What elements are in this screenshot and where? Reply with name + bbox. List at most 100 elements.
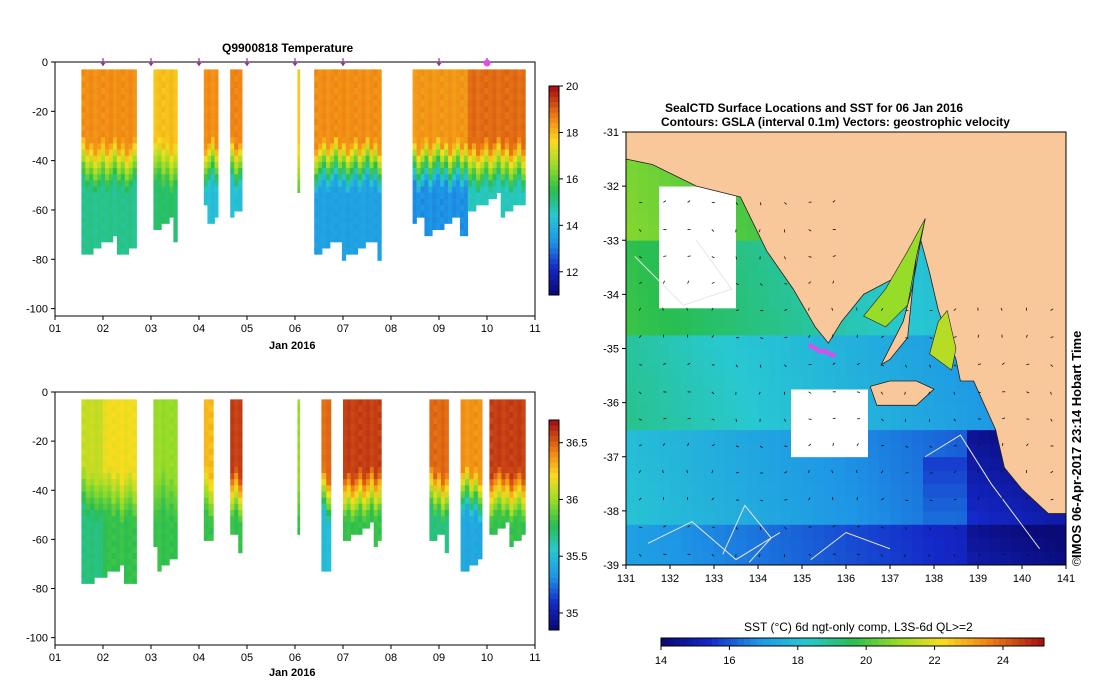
data-cell	[448, 69, 453, 76]
sst-cell	[835, 375, 847, 390]
data-cell	[369, 161, 374, 169]
velocity-vector	[638, 335, 642, 338]
sst-cell	[835, 429, 847, 444]
data-cell	[357, 106, 362, 113]
velocity-vector	[639, 418, 643, 421]
data-cell	[234, 411, 239, 419]
data-cell	[420, 211, 425, 218]
sst-cell	[802, 362, 814, 376]
data-cell	[500, 118, 506, 126]
data-cell	[505, 460, 510, 468]
data-cell	[420, 118, 425, 126]
data-cell	[346, 448, 351, 455]
data-cell	[107, 436, 112, 443]
data-cell	[521, 100, 526, 107]
data-cell	[330, 211, 335, 218]
velocity-vector	[953, 336, 957, 339]
data-cell	[373, 217, 378, 224]
data-cell	[120, 198, 126, 206]
data-cell	[343, 448, 348, 455]
data-cell	[161, 466, 166, 474]
sst-cell	[637, 186, 649, 201]
data-cell	[480, 149, 485, 157]
data-cell	[508, 118, 514, 126]
data-cell	[476, 112, 481, 120]
data-cell	[90, 503, 95, 511]
sst-cell	[692, 497, 704, 512]
velocity-vector	[1050, 554, 1052, 558]
data-cell	[337, 155, 343, 163]
data-cell	[128, 399, 133, 406]
data-cell	[492, 168, 497, 175]
data-cell	[500, 112, 506, 120]
data-cell	[97, 205, 102, 212]
data-cell	[341, 69, 347, 76]
data-cell	[513, 131, 518, 138]
data-cell	[128, 192, 133, 200]
data-cell	[333, 143, 339, 150]
data-cell	[497, 442, 502, 449]
data-cell	[509, 503, 514, 511]
data-cell	[297, 528, 301, 535]
data-cell	[362, 491, 367, 498]
data-cell	[297, 473, 301, 480]
sst-cell	[659, 551, 671, 566]
data-cell	[369, 223, 374, 230]
data-cell	[107, 448, 112, 455]
data-cell	[350, 448, 355, 455]
data-cell	[321, 522, 327, 529]
data-cell	[132, 186, 137, 193]
data-cell	[460, 411, 466, 419]
data-cell	[169, 106, 174, 113]
data-cell	[157, 516, 162, 523]
data-cell	[85, 565, 91, 572]
sst-cell	[725, 294, 737, 309]
data-cell	[369, 417, 375, 425]
data-cell	[211, 186, 215, 193]
data-cell	[521, 528, 526, 535]
colorbar-segment	[549, 263, 559, 270]
data-cell	[373, 143, 378, 150]
sst-cell	[692, 375, 704, 390]
data-cell	[321, 417, 327, 425]
data-cell	[161, 430, 166, 437]
sst-cell	[791, 537, 803, 552]
data-cell	[513, 69, 518, 76]
data-cell	[467, 100, 473, 107]
sst-cell	[692, 294, 704, 309]
data-cell	[211, 192, 215, 200]
data-cell	[345, 75, 351, 83]
profile-marker-head	[196, 63, 202, 66]
data-cell	[420, 155, 425, 163]
data-cell	[489, 473, 494, 480]
data-cell	[169, 552, 174, 560]
data-cell	[428, 118, 433, 126]
data-cell	[343, 528, 348, 535]
data-cell	[203, 473, 209, 480]
data-cell	[460, 442, 466, 449]
data-cell	[440, 124, 445, 132]
data-cell	[433, 485, 438, 492]
sst-cell	[681, 470, 693, 485]
data-cell	[161, 503, 166, 511]
sst-cell	[747, 375, 759, 390]
data-cell	[132, 565, 137, 572]
data-cell	[214, 81, 219, 89]
data-cell	[81, 411, 87, 419]
data-cell	[234, 180, 239, 187]
data-cell	[124, 448, 129, 455]
data-cell	[477, 485, 483, 492]
data-cell	[90, 559, 95, 566]
sst-cell	[670, 389, 682, 404]
data-cell	[517, 485, 522, 492]
data-cell	[85, 448, 91, 455]
data-cell	[337, 205, 343, 212]
data-cell	[112, 94, 118, 101]
sst-cell	[780, 294, 792, 309]
data-cell	[109, 223, 114, 230]
data-cell	[128, 174, 133, 181]
data-cell	[496, 100, 502, 107]
data-cell	[345, 155, 351, 163]
data-cell	[321, 405, 327, 412]
data-cell	[169, 503, 174, 511]
